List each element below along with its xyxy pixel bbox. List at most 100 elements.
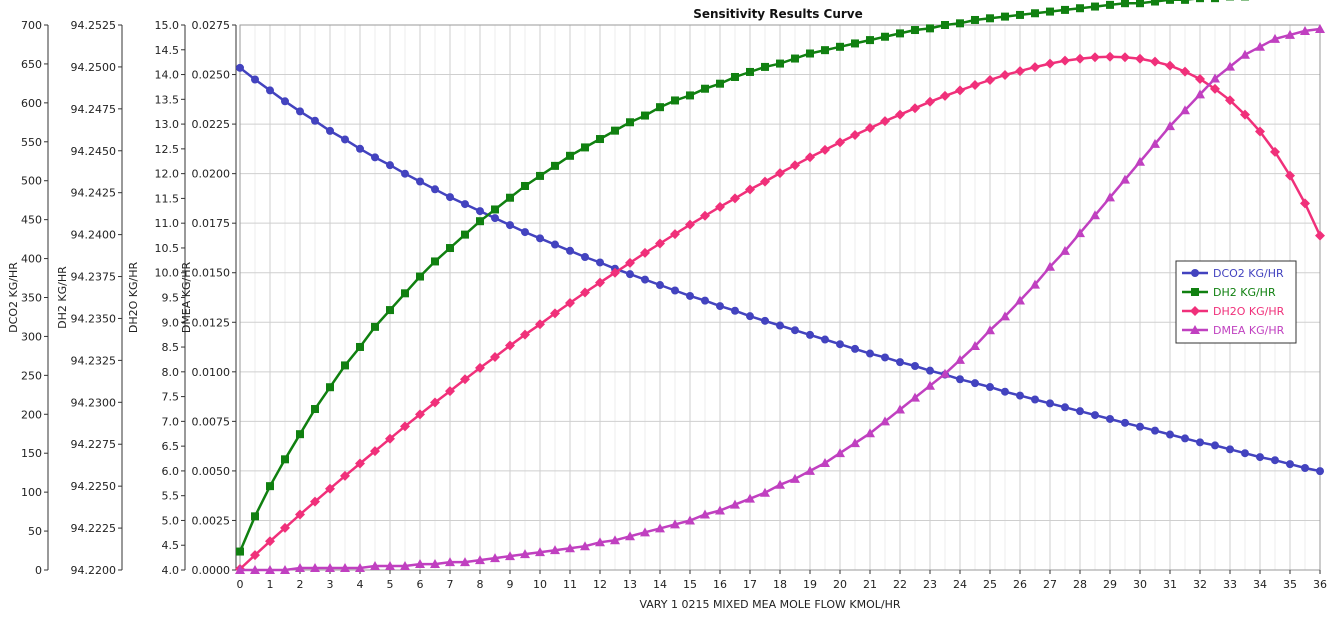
- point-dh2: [461, 231, 469, 239]
- y-tick-label: 0.0125: [192, 316, 231, 329]
- x-tick-label: 34: [1253, 578, 1267, 591]
- legend-label-dh2: DH2 KG/HR: [1213, 286, 1276, 299]
- point-dh2: [821, 46, 829, 54]
- point-dco2: [791, 326, 799, 334]
- point-dh2: [356, 343, 364, 351]
- x-tick-label: 36: [1313, 578, 1327, 591]
- x-tick-label: 15: [683, 578, 697, 591]
- x-tick-label: 27: [1043, 578, 1057, 591]
- point-dco2: [1136, 423, 1144, 431]
- y-tick-label: 15.0: [155, 19, 180, 32]
- x-tick-label: 24: [953, 578, 967, 591]
- point-dh2: [626, 118, 634, 126]
- y-tick-label: 13.5: [155, 93, 180, 106]
- y-tick-label: 94.2475: [71, 103, 117, 116]
- point-dco2: [1241, 449, 1249, 457]
- point-dco2: [1106, 415, 1114, 423]
- y-tick-label: 600: [21, 97, 42, 110]
- y-tick-label: 0.0200: [192, 168, 231, 181]
- y-tick-label: 6.0: [162, 465, 180, 478]
- point-dh2: [761, 63, 769, 71]
- point-dco2: [641, 276, 649, 284]
- point-dco2: [956, 375, 964, 383]
- point-dco2: [836, 340, 844, 348]
- x-tick-label: 17: [743, 578, 757, 591]
- point-dco2: [881, 353, 889, 361]
- point-dh2: [1031, 9, 1039, 17]
- y-tick-label: 94.2225: [71, 522, 117, 535]
- point-dco2: [656, 281, 664, 289]
- x-tick-label: 22: [893, 578, 907, 591]
- point-dh2: [1196, 0, 1204, 2]
- point-dco2: [236, 64, 244, 72]
- x-tick-label: 19: [803, 578, 817, 591]
- point-dco2: [776, 322, 784, 330]
- point-dh2: [881, 33, 889, 41]
- x-tick-label: 3: [327, 578, 334, 591]
- point-dh2: [491, 205, 499, 213]
- point-dco2: [761, 317, 769, 325]
- point-dh2: [956, 19, 964, 27]
- point-dh2: [776, 60, 784, 68]
- point-dh2: [941, 21, 949, 29]
- point-dh2: [1181, 0, 1189, 4]
- point-dco2: [1016, 392, 1024, 400]
- point-dh2: [701, 85, 709, 93]
- y-tick-label: 0.0250: [192, 69, 231, 82]
- point-dh2: [1121, 0, 1129, 7]
- x-tick-label: 7: [447, 578, 454, 591]
- x-tick-label: 18: [773, 578, 787, 591]
- y-tick-label: 5.0: [162, 514, 180, 527]
- point-dco2: [851, 345, 859, 353]
- point-dco2: [326, 127, 334, 135]
- y-tick-label: 150: [21, 447, 42, 460]
- point-dh2: [611, 127, 619, 135]
- point-dh2: [1061, 6, 1069, 14]
- point-dh2: [716, 80, 724, 88]
- point-dh2: [1136, 0, 1144, 7]
- y-tick-label: 94.2425: [71, 187, 117, 200]
- y-tick-label: 4.5: [162, 539, 180, 552]
- y-tick-label: 14.0: [155, 69, 180, 82]
- point-dco2: [311, 117, 319, 125]
- point-dh2: [1166, 0, 1174, 4]
- legend-marker-dh2: [1191, 288, 1199, 296]
- point-dco2: [371, 153, 379, 161]
- x-tick-label: 11: [563, 578, 577, 591]
- point-dh2: [551, 162, 559, 170]
- point-dco2: [551, 241, 559, 249]
- y-tick-label: 0.0025: [192, 514, 231, 527]
- point-dco2: [251, 76, 259, 84]
- x-tick-label: 13: [623, 578, 637, 591]
- x-tick-label: 5: [387, 578, 394, 591]
- point-dco2: [911, 362, 919, 370]
- point-dco2: [446, 193, 454, 201]
- y-tick-label: 13.0: [155, 118, 180, 131]
- point-dh2: [446, 244, 454, 252]
- y-tick-label: 9.0: [162, 316, 180, 329]
- y-tick-label: 50: [28, 525, 42, 538]
- y-tick-label: 0.0075: [192, 415, 231, 428]
- x-tick-label: 30: [1133, 578, 1147, 591]
- point-dco2: [341, 135, 349, 143]
- point-dh2: [791, 55, 799, 63]
- y-tick-label: 350: [21, 292, 42, 305]
- y-tick-label: 7.5: [162, 391, 180, 404]
- point-dco2: [581, 253, 589, 261]
- y-tick-label: 500: [21, 175, 42, 188]
- point-dh2: [431, 257, 439, 265]
- point-dco2: [1256, 453, 1264, 461]
- point-dco2: [416, 177, 424, 185]
- point-dh2: [476, 217, 484, 225]
- y-tick-label: 7.0: [162, 415, 180, 428]
- point-dco2: [1046, 399, 1054, 407]
- point-dh2: [341, 361, 349, 369]
- point-dh2: [1046, 8, 1054, 16]
- legend-marker-dco2: [1191, 269, 1199, 277]
- point-dco2: [1076, 407, 1084, 415]
- point-dco2: [806, 331, 814, 339]
- y-axis-title: DH2O KG/HR: [127, 262, 140, 334]
- point-dco2: [536, 234, 544, 242]
- point-dh2: [656, 103, 664, 111]
- point-dh2: [926, 24, 934, 32]
